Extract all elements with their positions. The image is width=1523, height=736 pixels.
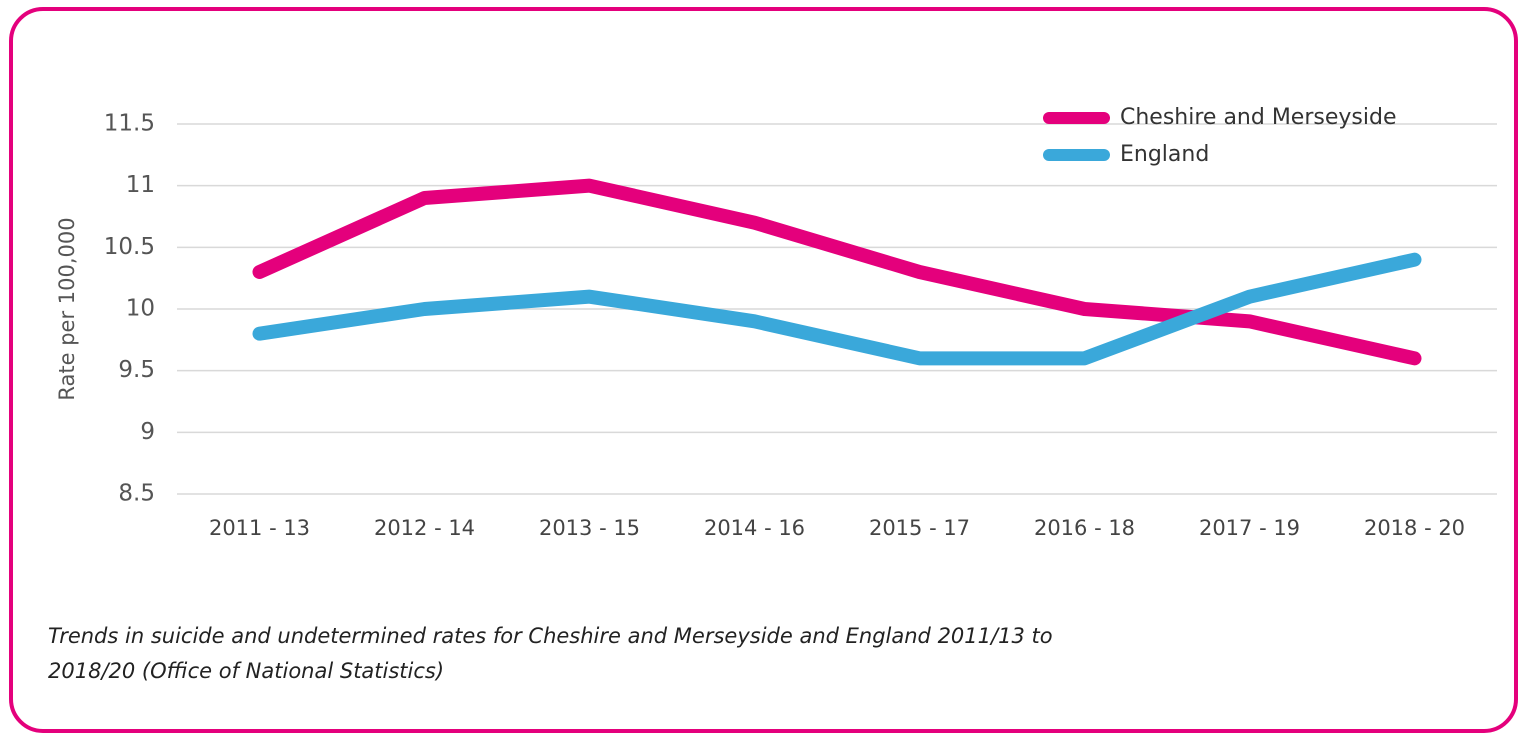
y-tick-label: 10.5: [104, 234, 155, 260]
x-tick-label: 2018 - 20: [1364, 516, 1465, 540]
x-tick-label: 2012 - 14: [374, 516, 475, 540]
y-tick-label: 11: [126, 172, 155, 198]
caption: 2018/20 (Office of National Statistics): [48, 659, 444, 683]
y-tick-label: 9: [140, 419, 155, 445]
x-tick-label: 2017 - 19: [1199, 516, 1300, 540]
y-axis-label: Rate per 100,000: [55, 217, 79, 400]
y-tick-label: 11.5: [104, 111, 155, 137]
y-tick-label: 8.5: [118, 481, 155, 507]
legend-label: England: [1120, 142, 1209, 167]
line: [252, 252, 1422, 366]
x-tick-label: 2015 - 17: [869, 516, 970, 540]
legend-label: Cheshire and Merseyside: [1120, 105, 1396, 130]
y-tick-label: 9.5: [118, 357, 155, 383]
x-tick-label: 2013 - 15: [539, 516, 640, 540]
x-tick-label: 2014 - 16: [704, 516, 805, 540]
line: [252, 178, 1422, 366]
y-tick-label: 10: [126, 296, 155, 322]
x-tick-label: 2011 - 13: [209, 516, 310, 540]
caption: Trends in suicide and undetermined rates…: [48, 624, 1053, 648]
x-tick-label: 2016 - 18: [1034, 516, 1135, 540]
